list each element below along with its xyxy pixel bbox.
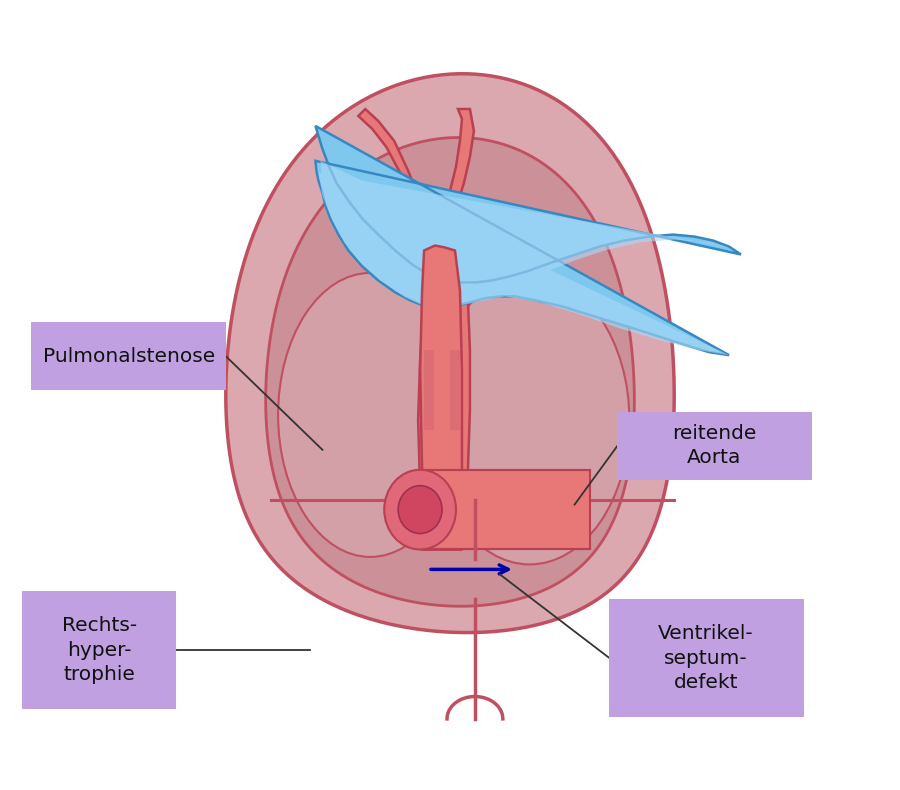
Polygon shape <box>420 470 590 550</box>
FancyBboxPatch shape <box>22 591 176 709</box>
Ellipse shape <box>430 276 629 564</box>
Ellipse shape <box>278 273 463 557</box>
FancyBboxPatch shape <box>617 412 812 480</box>
Polygon shape <box>226 73 674 633</box>
FancyBboxPatch shape <box>609 600 804 717</box>
Ellipse shape <box>398 486 442 533</box>
Text: Rechts-
hyper-
trophie: Rechts- hyper- trophie <box>62 616 137 684</box>
Polygon shape <box>424 350 434 430</box>
Polygon shape <box>358 109 474 550</box>
Text: reitende
Aorta: reitende Aorta <box>672 424 756 468</box>
Text: Ventrikel-
septum-
defekt: Ventrikel- septum- defekt <box>658 624 754 692</box>
Polygon shape <box>316 126 741 356</box>
Polygon shape <box>420 246 462 550</box>
Ellipse shape <box>384 470 456 550</box>
FancyBboxPatch shape <box>32 322 226 390</box>
Polygon shape <box>450 350 460 430</box>
Polygon shape <box>420 250 436 550</box>
Polygon shape <box>452 250 462 550</box>
Text: Pulmonalstenose: Pulmonalstenose <box>43 347 215 366</box>
Polygon shape <box>319 161 729 356</box>
Polygon shape <box>266 137 634 606</box>
